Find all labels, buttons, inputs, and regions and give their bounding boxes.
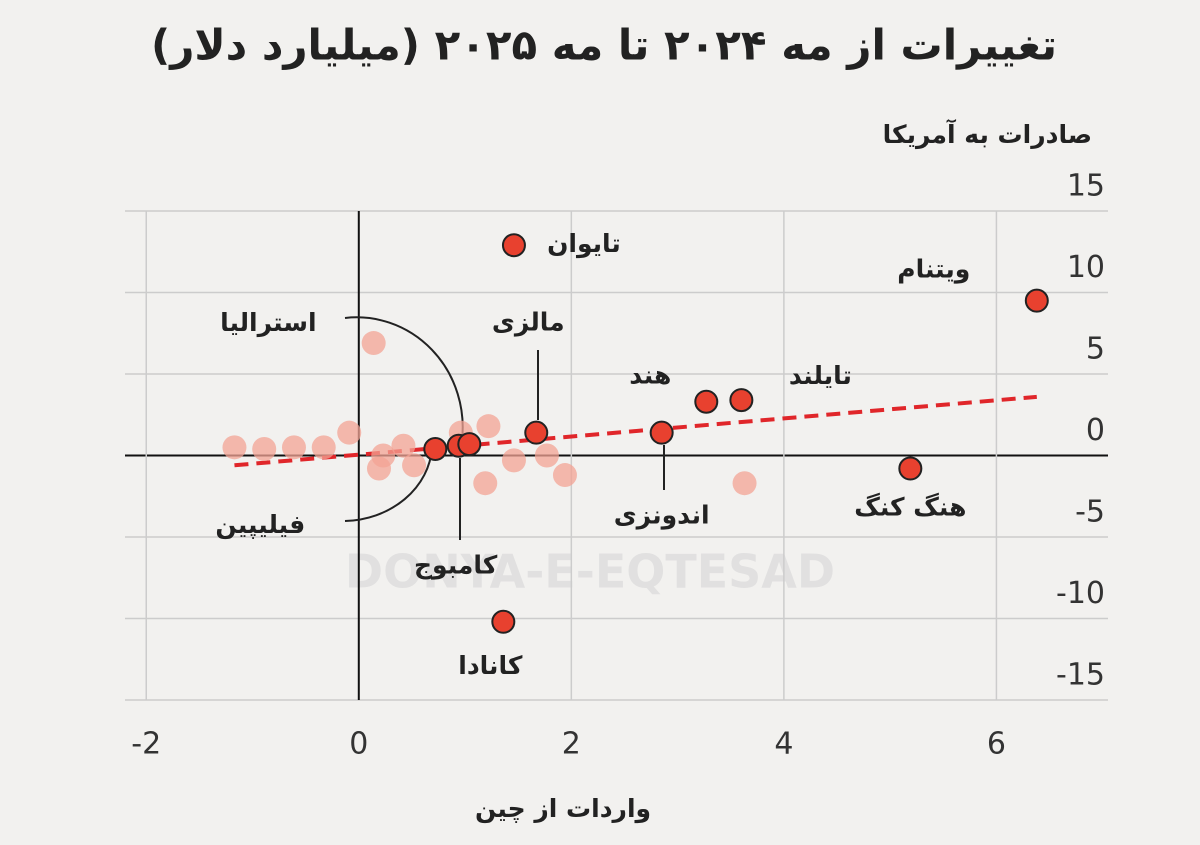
point-label: فیلیپین (215, 510, 305, 540)
point (552, 463, 577, 488)
australia-leader (344, 316, 464, 441)
point (476, 414, 501, 439)
point (423, 436, 448, 461)
point-label: هنگ کنگ (854, 493, 966, 522)
y-tick-label: -10 (1056, 576, 1105, 611)
x-tick-label: 2 (562, 727, 581, 762)
point-label: تایوان (547, 229, 621, 259)
plot-area (125, 210, 1108, 701)
point (402, 453, 427, 478)
point (524, 420, 549, 445)
watermark: DONYA-E-EQTESAD (345, 545, 835, 599)
point-label: مالزی (492, 308, 565, 338)
point-label: اندونزی (614, 501, 710, 531)
point (649, 420, 674, 445)
point (366, 456, 391, 481)
philippines-leader (344, 447, 433, 522)
point (222, 435, 247, 460)
x-tick-label: 4 (774, 727, 793, 762)
trend-line (234, 394, 1037, 468)
point-label: تایلند (789, 361, 852, 390)
point-label: کامبوج (414, 551, 498, 581)
y-tick-label: 5 (1086, 332, 1105, 367)
point (491, 609, 516, 634)
point (281, 435, 306, 460)
point (457, 432, 482, 457)
point (694, 389, 719, 414)
point (337, 420, 362, 445)
point (534, 443, 559, 468)
y-tick-label: -5 (1075, 495, 1105, 530)
x-tick-label: 6 (987, 727, 1006, 762)
point (252, 436, 277, 461)
point (391, 433, 416, 458)
point-label: استرالیا (220, 308, 316, 338)
x-axis-label: واردات از چین (475, 794, 651, 824)
point (898, 456, 923, 481)
point-label: کانادا (458, 651, 523, 680)
point (729, 388, 754, 413)
y-tick-label: 10 (1067, 250, 1105, 285)
point (473, 471, 498, 496)
y-axis-label: صادرات به آمریکا (883, 119, 1092, 150)
point (311, 435, 336, 460)
y-tick-label: 15 (1067, 169, 1105, 204)
point (732, 471, 757, 496)
point (501, 233, 526, 258)
point (361, 331, 386, 356)
y-tick-label: -15 (1056, 658, 1105, 693)
point (501, 448, 526, 473)
chart-title: تغییرات از مه ۲۰۲۴ تا مه ۲۰۲۵ (میلیارد د… (151, 21, 1057, 71)
x-tick-label: -2 (131, 727, 161, 762)
point (1024, 288, 1049, 313)
point-label: ویتنام (897, 255, 970, 285)
point-label: هند (629, 361, 671, 390)
y-tick-label: 0 (1086, 413, 1105, 448)
x-tick-label: 0 (349, 727, 368, 762)
